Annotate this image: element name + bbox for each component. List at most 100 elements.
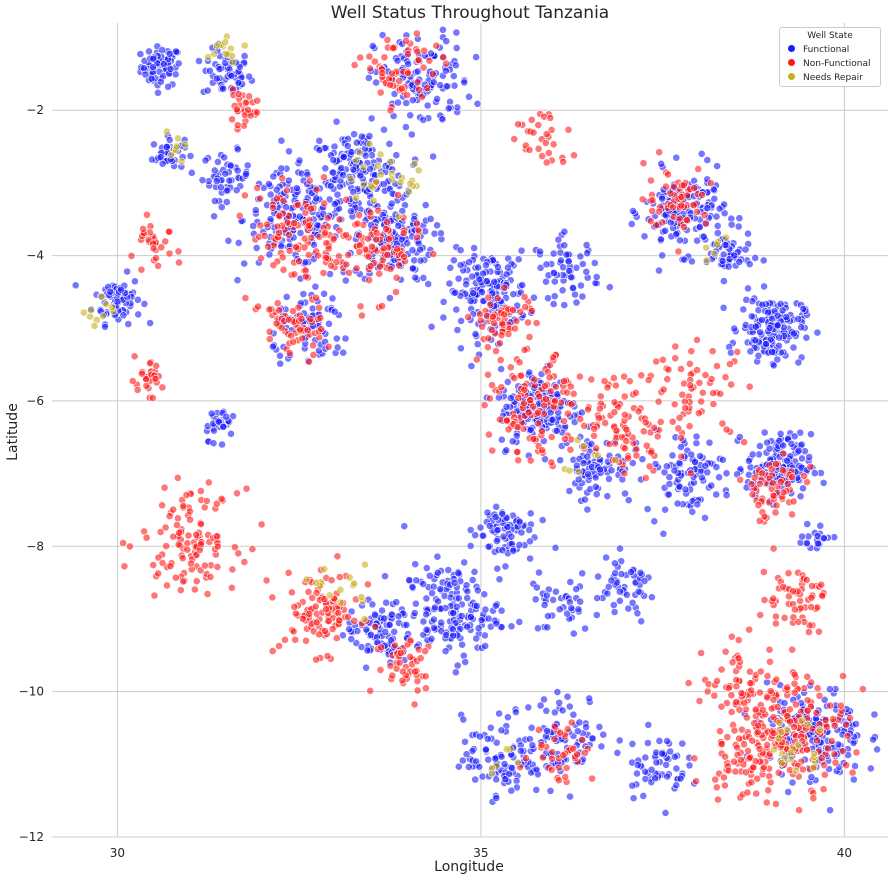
legend: Well State Functional Non-Functional Nee… [779,27,881,87]
data-point [356,53,365,62]
data-point [616,596,624,605]
data-point [503,523,512,531]
data-point [765,444,774,453]
data-point [488,312,497,321]
data-point [828,737,836,745]
data-point [362,663,370,672]
data-point [691,458,700,466]
data-point [497,365,505,373]
data-point [713,677,721,685]
data-point [394,191,402,199]
data-point [406,179,415,188]
data-point [333,552,342,561]
data-point [305,176,314,185]
data-point [578,736,587,744]
data-point [307,233,316,242]
data-point [592,444,600,453]
data-point [330,307,339,316]
data-point [728,658,737,667]
data-point [700,211,709,220]
data-point [276,359,285,368]
data-point [638,195,647,204]
data-point [817,754,826,762]
data-point [556,456,565,465]
data-point [484,293,493,302]
data-point [612,426,621,435]
data-point [680,397,689,406]
data-point [692,432,701,441]
data-point [615,736,624,745]
data-point [472,53,480,61]
data-point [461,737,469,746]
data-point [465,258,473,267]
data-point [844,751,852,759]
data-point [173,521,181,529]
data-point [755,517,764,525]
data-point [284,568,293,577]
data-point [535,568,543,577]
data-point [163,581,171,590]
data-point [687,450,696,459]
data-point [183,545,192,554]
data-point [689,201,698,210]
data-point [359,163,368,172]
data-point [99,312,107,321]
data-point [830,750,839,759]
data-point [394,221,403,230]
data-point [693,236,701,245]
data-point [117,285,125,294]
data-point [672,230,681,239]
data-point [119,539,127,547]
data-point [721,647,730,656]
data-point [596,392,605,401]
data-point [792,700,800,709]
data-point [419,617,428,626]
data-point [803,520,812,528]
data-point [509,290,518,299]
data-point [859,685,867,693]
data-point [260,231,269,240]
data-point [701,514,709,522]
data-point [165,249,174,258]
data-point [329,156,338,164]
data-point [422,610,431,619]
data-point [713,362,721,370]
data-point [227,429,235,438]
data-point [202,496,211,505]
data-point [687,469,695,478]
data-point [473,99,482,108]
data-point [504,263,512,272]
data-point [569,284,577,292]
data-point [559,751,568,760]
data-point [375,269,384,278]
data-point [665,473,674,482]
data-point [520,293,529,301]
data-point [377,643,385,652]
data-point [628,459,637,467]
data-point [788,473,797,481]
data-point [688,507,697,516]
legend-item-needs-repair: Needs Repair [788,72,863,84]
data-point [402,37,410,45]
data-point [366,262,375,270]
data-point [320,199,329,208]
data-point [158,559,167,567]
data-point [321,228,329,237]
data-point [325,591,334,600]
data-point [343,141,352,150]
y-tick-label: −6 [26,394,44,408]
data-point [395,77,404,85]
data-point [687,347,696,356]
data-point [213,563,222,571]
data-point [342,231,350,239]
data-point [772,460,780,468]
data-point [720,773,728,782]
data-point [666,747,675,756]
data-point [439,53,447,61]
data-point [760,512,769,521]
data-point [265,305,274,314]
data-point [364,252,373,261]
data-point [616,544,624,553]
data-point [488,446,497,455]
data-point [709,185,718,194]
